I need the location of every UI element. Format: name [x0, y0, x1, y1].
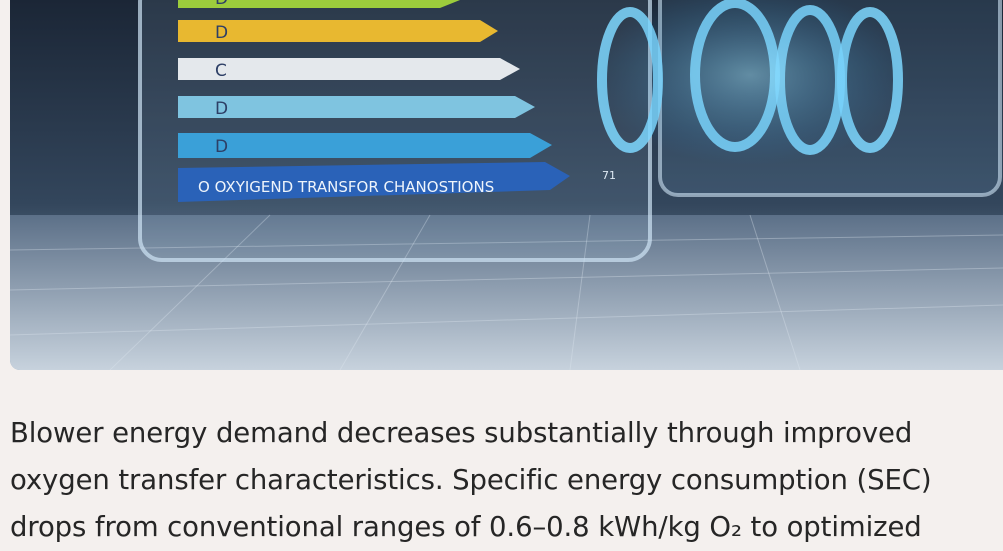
bar-label: D — [215, 23, 228, 43]
bar-label: C — [215, 61, 227, 81]
caption-bar-text: O OXYIGEND TRANSFOR CHANOSTIONS — [198, 178, 494, 196]
readout: 71 — [602, 169, 616, 182]
page: DDCDD O OXYIGEND TRANSFOR CHANOSTIONS 71… — [10, 0, 1003, 543]
paragraph: Blower energy demand decreases substanti… — [10, 417, 932, 543]
bar-label: D — [215, 0, 228, 9]
hero-image: DDCDD O OXYIGEND TRANSFOR CHANOSTIONS 71 — [10, 0, 1003, 370]
bar-label: D — [215, 99, 228, 119]
bar-label: D — [215, 137, 228, 157]
